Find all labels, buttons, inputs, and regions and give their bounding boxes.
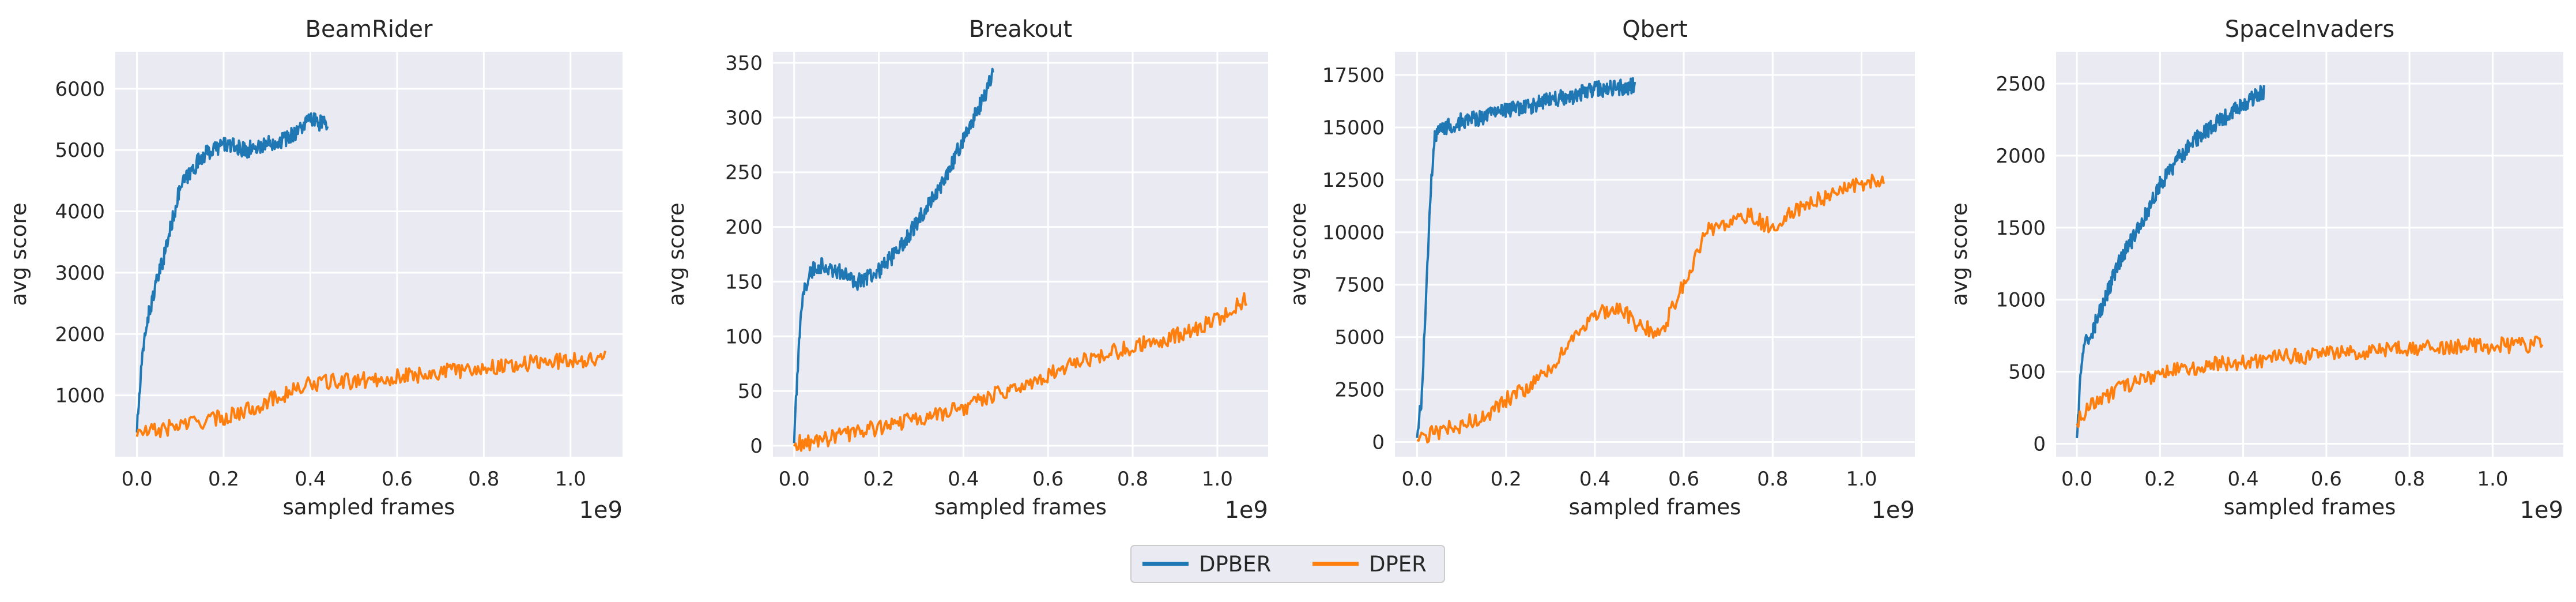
y-tick-label: 10000 [1322,221,1385,244]
x-tick-label: 0.8 [1757,468,1788,491]
legend: DPBER DPER [1130,545,1445,583]
y-tick-label: 1000 [55,385,105,408]
y-tick-label: 0 [750,435,763,458]
y-tick-label: 7500 [1334,274,1385,297]
y-tick-label: 0 [2033,433,2046,456]
x-axis-label: sampled frames [283,495,455,520]
y-tick-label: 350 [725,52,763,75]
y-tick-label: 2000 [1996,145,2046,168]
series-line-dpber-breakout [793,67,994,443]
y-axis-label: avg score [664,202,689,306]
y-tick-label: 250 [725,161,763,185]
x-tick-label: 0.2 [208,468,239,491]
y-tick-label: 15000 [1322,116,1385,140]
y-axis-label: avg score [6,202,31,306]
x-axis-multiplier: 1e9 [1224,497,1268,524]
x-tick-label: 0.0 [2061,468,2092,491]
y-tick-label: 2500 [1334,379,1385,402]
plot-area-spaceinvaders [2056,52,2563,457]
y-tick-label: 0 [1372,431,1385,454]
panel-title-qbert: Qbert [1622,16,1688,43]
plot-area-beamrider [115,52,623,457]
series-line-dper-breakout [793,292,1247,452]
y-tick-label: 2000 [55,323,105,346]
x-tick-label: 0.6 [382,468,413,491]
series-line-dper-beamrider [135,350,606,438]
x-tick-label: 0.6 [1032,468,1063,491]
x-tick-label: 0.2 [2144,468,2175,491]
series-line-dpber-beamrider [135,112,329,433]
legend-label-dpber: DPBER [1199,552,1271,577]
plot-area-breakout [773,52,1268,457]
x-tick-label: 0.4 [1579,468,1611,491]
y-tick-label: 17500 [1322,64,1385,87]
y-axis-label: avg score [1286,202,1311,306]
x-axis-multiplier: 1e9 [579,497,623,524]
series-line-dper-qbert [1416,174,1885,444]
panel-title-spaceinvaders: SpaceInvaders [2225,16,2395,43]
x-tick-label: 1.0 [2477,468,2508,491]
panel-breakout: 0.0 0.2 0.4 0.6 0.8 1.0 0 50 100 150 200 250 300 350 B… [664,16,1268,524]
y-tick-label: 5000 [1334,326,1385,349]
y-tick-label: 500 [2008,361,2046,384]
y-tick-label: 150 [725,270,763,294]
panel-spaceinvaders: 0.0 0.2 0.4 0.6 0.8 1.0 0 500 1000 1500 2000 2500 Sp… [1947,16,2563,524]
x-tick-label: 0.8 [1117,468,1148,491]
series-line-dper-spaceinvaders [2076,336,2544,428]
y-tick-label: 3000 [55,262,105,285]
y-tick-label: 100 [725,325,763,348]
y-tick-label: 1500 [1996,217,2046,240]
x-tick-label: 1.0 [1202,468,1233,491]
x-tick-label: 0.8 [468,468,499,491]
x-axis-label: sampled frames [2224,495,2396,520]
x-tick-label: 0.6 [2311,468,2342,491]
x-tick-label: 0.2 [863,468,895,491]
x-tick-label: 1.0 [1846,468,1877,491]
y-tick-label: 5000 [55,139,105,162]
y-tick-label: 2500 [1996,73,2046,96]
legend-label-dper: DPER [1369,552,1427,577]
y-tick-label: 6000 [55,78,105,101]
y-tick-label: 200 [725,216,763,239]
x-tick-label: 0.0 [122,468,153,491]
x-axis-label: sampled frames [1569,495,1741,520]
y-tick-label: 12500 [1322,169,1385,192]
x-tick-label: 0.2 [1491,468,1522,491]
y-tick-label: 50 [738,380,763,403]
x-axis-multiplier: 1e9 [1871,497,1915,524]
series-line-dpber-spaceinvaders [2076,85,2265,439]
series-line-dpber-qbert [1416,77,1636,438]
x-tick-label: 1.0 [555,468,586,491]
x-tick-label: 0.6 [1668,468,1699,491]
x-tick-label: 0.0 [1402,468,1433,491]
y-tick-label: 300 [725,107,763,130]
panel-qbert: 0.0 0.2 0.4 0.6 0.8 1.0 0 2500 5000 7500 10000 1250… [1286,16,1915,524]
chart-panels: 0.0 0.2 0.4 0.6 0.8 1.01000200030004000500060… [6,16,2563,524]
panel-title-breakout: Breakout [969,16,1072,43]
x-tick-label: 0.4 [295,468,326,491]
x-axis-label: sampled frames [934,495,1107,520]
x-tick-label: 0.0 [779,468,810,491]
x-tick-label: 0.8 [2394,468,2425,491]
x-tick-label: 0.4 [2228,468,2259,491]
panel-beamrider: 0.0 0.2 0.4 0.6 0.8 1.0 1000 2000 3000 4000 5000 60… [6,16,623,524]
panel-title-beamrider: BeamRider [306,16,433,43]
y-tick-label: 4000 [55,201,105,224]
y-axis-label: avg score [1947,202,1972,306]
x-tick-label: 0.4 [948,468,979,491]
legend-box [1130,545,1445,583]
x-axis-multiplier: 1e9 [2520,497,2563,524]
y-tick-label: 1000 [1996,289,2046,312]
